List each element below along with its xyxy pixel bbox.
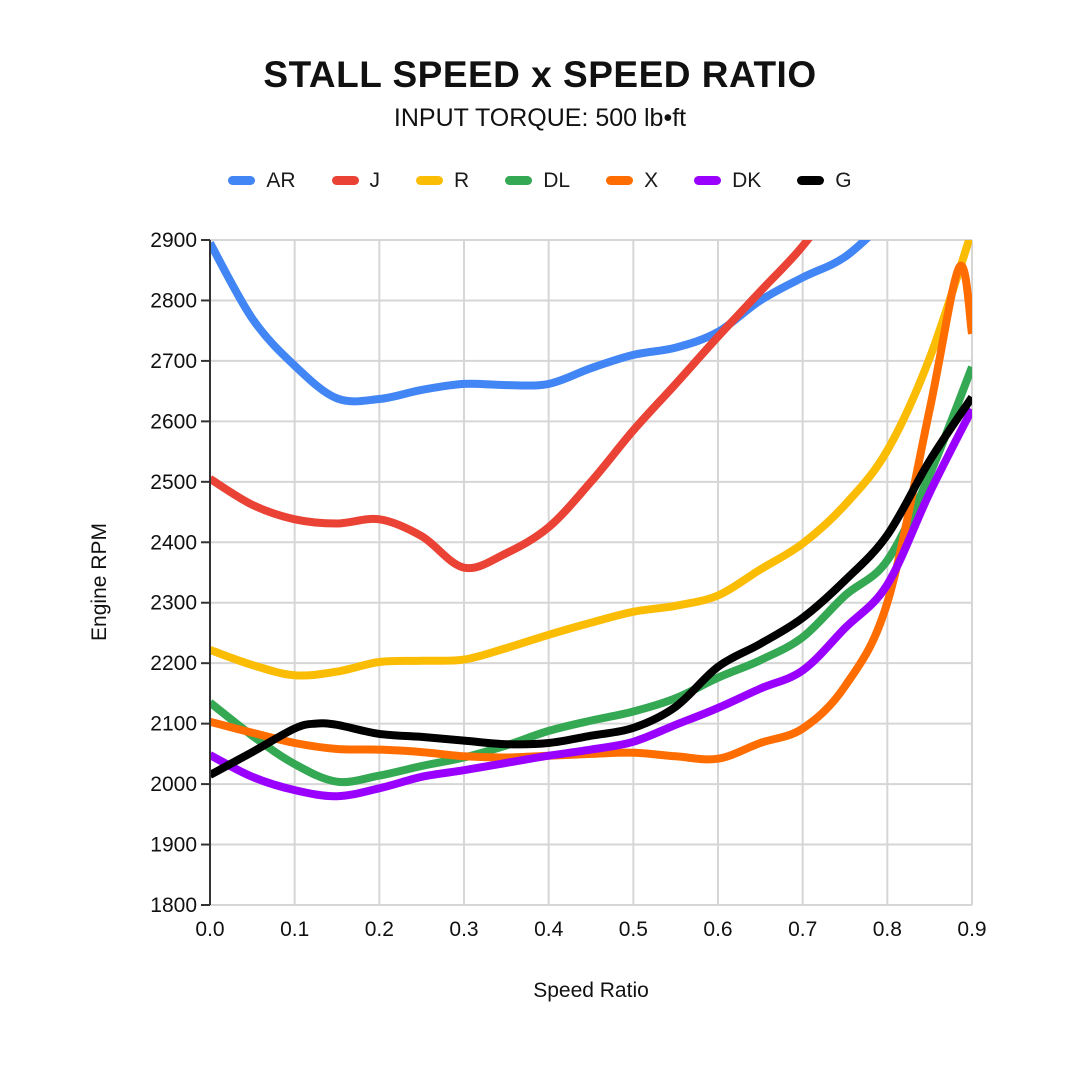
legend-item-X: X <box>606 170 658 191</box>
legend-swatch-J <box>331 175 359 185</box>
legend-label-AR: AR <box>266 168 296 192</box>
x-tick-label: 0.1 <box>280 918 309 941</box>
y-tick-label: 2500 <box>150 471 197 494</box>
tick-labels: 2900 2800 2700 2600 2500 2400 2300 2200 2100 2000… <box>150 229 986 941</box>
y-tick-label: 2900 <box>150 229 197 252</box>
legend-label-J: J <box>369 168 381 192</box>
series-curves <box>210 240 972 801</box>
y-tick-label: 2300 <box>150 592 197 615</box>
x-tick-label: 0.8 <box>873 918 902 941</box>
legend-swatch-X <box>606 175 634 185</box>
legend-label-DL: DL <box>543 168 571 192</box>
x-tick-label: 0.0 <box>195 918 224 941</box>
y-tick-label: 2000 <box>150 773 197 796</box>
series-line-X <box>210 261 972 764</box>
series-line-DL <box>210 365 972 787</box>
series-line-DK <box>210 407 972 801</box>
series-line-J <box>210 240 813 573</box>
y-axis <box>201 239 211 906</box>
legend-item-DL: DL <box>505 170 570 191</box>
series-line-R <box>210 240 972 680</box>
x-tick-label: 0.3 <box>449 918 478 941</box>
series-line-G <box>210 394 972 779</box>
legend-item-J: J <box>331 168 381 192</box>
series-line-AR <box>210 240 872 406</box>
y-tick-label: 2700 <box>150 350 197 373</box>
x-tick-label: 0.5 <box>619 918 648 941</box>
legend-label-DK: DK <box>732 168 762 192</box>
y-tick-label: 2100 <box>150 713 197 736</box>
legend-label-G: G <box>835 168 852 192</box>
y-tick-label: 1900 <box>150 834 197 857</box>
y-tick-label: 2600 <box>150 410 197 433</box>
y-tick-label: 2400 <box>150 531 197 554</box>
legend: AR J R DL X DK G <box>0 167 1080 193</box>
legend-label-X: X <box>644 168 659 192</box>
legend-item-R: R <box>416 170 469 191</box>
legend-swatch-AR <box>228 175 256 185</box>
y-tick-label: 2800 <box>150 289 197 312</box>
x-tick-label: 0.7 <box>788 918 817 941</box>
y-tick-label: 2200 <box>150 652 197 675</box>
y-tick-label: 1800 <box>150 894 197 917</box>
legend-label-R: R <box>454 168 470 192</box>
x-tick-label: 0.9 <box>957 918 986 941</box>
legend-swatch-DK <box>694 175 722 185</box>
chart-title: STALL SPEED x SPEED RATIO <box>263 54 817 95</box>
legend-item-DK: DK <box>694 170 761 191</box>
chart-subtitle: INPUT TORQUE: 500 lb•ft <box>393 104 687 132</box>
legend-swatch-G <box>797 175 825 185</box>
legend-item-AR: AR <box>228 168 296 192</box>
x-tick-label: 0.6 <box>703 918 732 941</box>
legend-item-G: G <box>797 168 852 192</box>
x-tick-label: 0.4 <box>534 918 564 941</box>
legend-swatch-R <box>416 175 444 185</box>
x-axis-title: Speed Ratio <box>533 979 649 1002</box>
x-tick-label: 0.2 <box>365 918 394 941</box>
legend-swatch-DL <box>505 175 533 185</box>
